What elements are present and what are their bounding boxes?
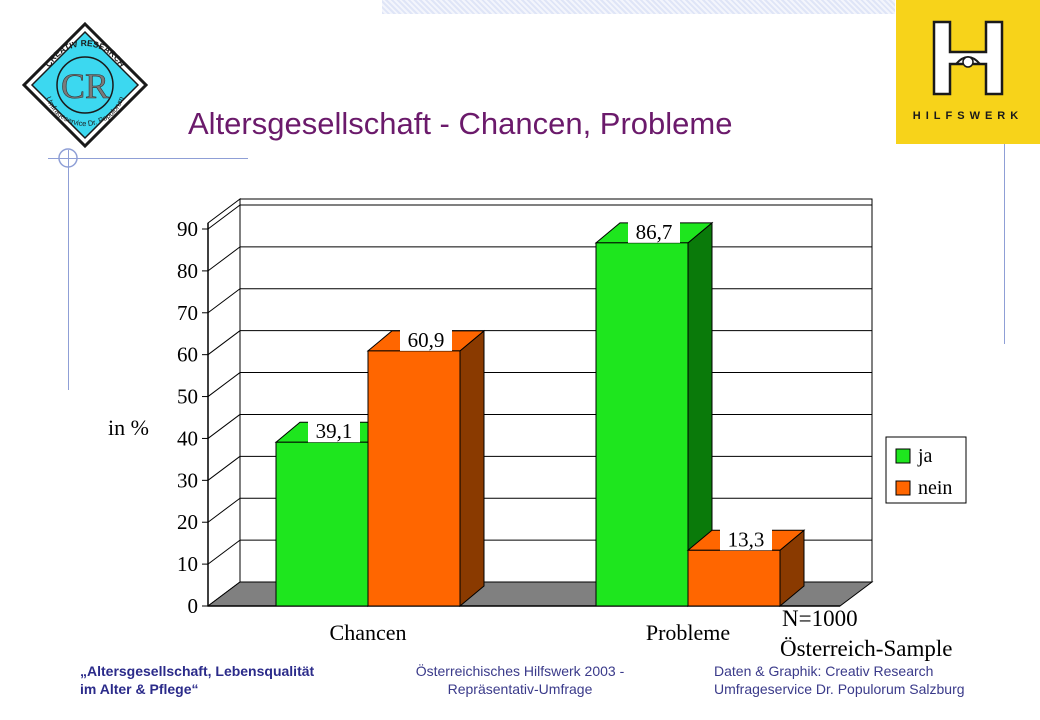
y-tick-label: 0	[188, 594, 199, 618]
y-tick-label: 80	[177, 259, 198, 283]
footer-right-line-1: Daten & Graphik: Creativ Research	[714, 663, 934, 679]
y-tick-label: 70	[177, 301, 198, 325]
data-label-box	[720, 526, 772, 551]
legend-swatch	[895, 480, 911, 496]
footer-left-line-2: im Alter & Pflege“	[80, 681, 199, 697]
footer-center-line-1: Österreichisches Hilfswerk 2003 -	[415, 663, 625, 679]
header-rule-left	[48, 158, 248, 159]
y-tick-label: 50	[177, 385, 198, 409]
gridline-side	[207, 204, 241, 230]
hilfswerk-wordmark: HILFSWERK	[912, 110, 1024, 122]
footer-left: „Altersgesellschaft, Lebensqualität im A…	[80, 662, 314, 698]
legend-label: nein	[918, 477, 952, 499]
y-tick-label: 10	[177, 552, 198, 576]
footer-center-line-2: Repräsentativ-Umfrage	[447, 681, 593, 697]
legend-swatch	[895, 448, 911, 464]
bar-side	[459, 329, 485, 608]
gridline-side	[207, 497, 241, 523]
bar	[367, 350, 461, 607]
right-vertical-rule	[1004, 144, 1005, 344]
creativ-research-logo: CR CREATIV RESEARCH Umfrageservice Dr. P…	[22, 22, 148, 148]
data-label-box	[628, 218, 680, 243]
y-tick-label: 30	[177, 468, 198, 492]
sample-size-annotation: N=1000	[782, 606, 858, 631]
gridline-side	[207, 372, 241, 397]
bar	[275, 441, 369, 607]
gridline-side	[207, 288, 241, 314]
data-label-box	[400, 326, 452, 351]
data-label: 86,7	[636, 220, 673, 244]
chart-side-wall	[207, 198, 241, 607]
category-label: Probleme	[646, 620, 730, 645]
gridline-side	[207, 539, 241, 565]
category-label: Chancen	[330, 620, 407, 645]
y-tick-label: 40	[177, 426, 198, 450]
data-label: 13,3	[728, 527, 765, 551]
header-stripe	[382, 0, 895, 14]
data-label: 39,1	[316, 419, 353, 443]
y-axis-title: in %	[108, 415, 149, 440]
left-vertical-rule	[68, 150, 69, 390]
data-label-box	[308, 418, 360, 443]
crosshair-ornament	[58, 148, 78, 168]
footer-left-line-1: „Altersgesellschaft, Lebensqualität	[80, 663, 315, 679]
gridline-side	[207, 414, 241, 439]
footer-right: Daten & Graphik: Creativ Research Umfrag…	[714, 662, 965, 698]
footer-right-line-2: Umfrageservice Dr. Populorum Salzburg	[714, 681, 965, 697]
gridline-side	[207, 455, 241, 481]
y-tick-label: 60	[177, 343, 198, 367]
hilfswerk-logo: HILFSWERK	[896, 0, 1040, 144]
bar	[687, 549, 781, 607]
gridline-side	[207, 330, 241, 356]
cr-initials: CR	[61, 66, 109, 106]
legend-label: ja	[917, 445, 933, 467]
data-label: 60,9	[408, 328, 445, 352]
y-tick-label: 90	[177, 217, 198, 241]
y-tick-label: 20	[177, 510, 198, 534]
hilfswerk-h-icon	[932, 20, 1004, 96]
page-title: Altersgesellschaft - Chancen, Probleme	[188, 106, 733, 141]
gridline-side	[207, 246, 241, 272]
sample-region-annotation: Österreich-Sample	[780, 636, 952, 661]
footer-center: Österreichisches Hilfswerk 2003 - Repräs…	[400, 662, 640, 698]
bar	[595, 242, 689, 607]
